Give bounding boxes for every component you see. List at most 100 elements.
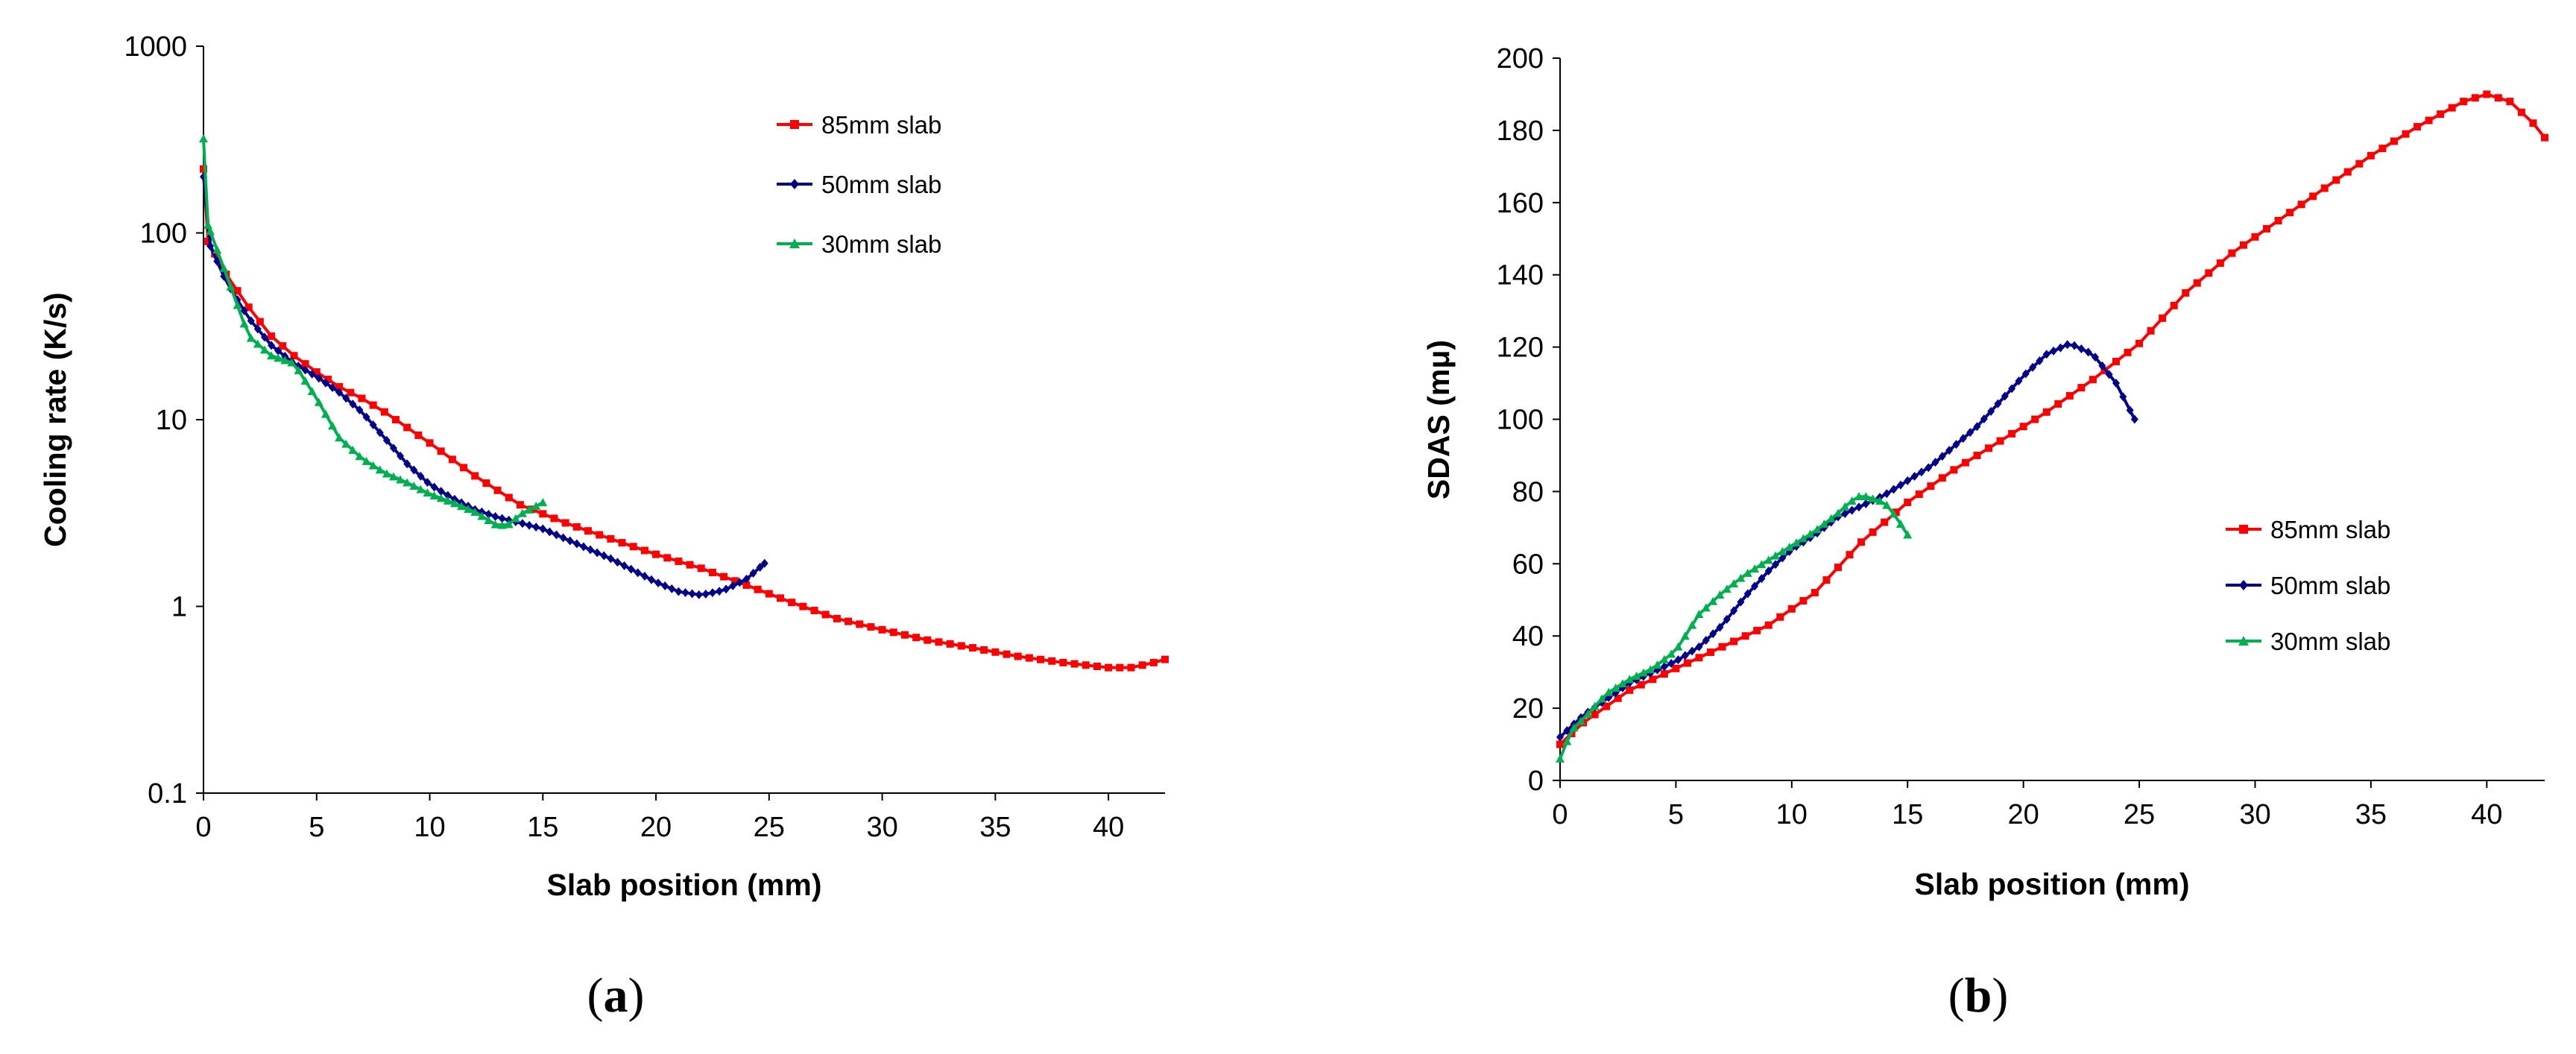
chart-b-point-85mm-slab — [2506, 98, 2514, 106]
chart-b-point-85mm-slab — [2031, 415, 2039, 423]
chart-a-point-85mm-slab — [900, 631, 909, 639]
chart-a-point-85mm-slab — [629, 543, 637, 551]
chart-b-x-tick-label: 30 — [2239, 799, 2270, 830]
chart-b-point-30mm-slab — [1743, 568, 1752, 577]
chart-a-point-50mm-slab — [760, 558, 768, 568]
chart-b-point-85mm-slab — [2065, 392, 2074, 400]
chart-a-point-85mm-slab — [290, 352, 298, 360]
chart-b-point-30mm-slab — [1882, 500, 1892, 509]
chart-a-point-50mm-slab — [417, 471, 425, 481]
chart-b-point-30mm-slab — [1729, 578, 1739, 587]
chart-b-point-85mm-slab — [1938, 474, 1946, 482]
chart-b-point-85mm-slab — [2425, 116, 2433, 124]
chart-a-point-50mm-slab — [382, 435, 391, 445]
chart-a-point-30mm-slab — [259, 345, 269, 354]
chart-a-legend-item-50mm: 50mm slab — [777, 171, 941, 198]
chart-a-point-50mm-slab — [369, 420, 377, 429]
chart-b-point-50mm-slab — [1854, 502, 1863, 512]
chart-b-point-85mm-slab — [1787, 605, 1796, 613]
chart-a-x-tick-label: 5 — [309, 812, 324, 843]
chart-a-point-50mm-slab — [668, 584, 676, 593]
chart-b-point-85mm-slab — [1695, 654, 1703, 662]
chart-b-point-85mm-slab — [1904, 498, 1912, 506]
chart-b-point-85mm-slab — [2054, 400, 2062, 408]
chart-b-point-85mm-slab — [2332, 176, 2340, 184]
chart-b-point-50mm-slab — [2036, 356, 2044, 366]
chart-a-point-30mm-slab — [226, 282, 236, 291]
chart-b-point-50mm-slab — [1938, 452, 1946, 461]
chart-a-point-85mm-slab — [607, 534, 615, 543]
chart-b-point-85mm-slab — [1811, 589, 1819, 597]
chart-a-point-50mm-slab — [640, 572, 648, 581]
chart-b-point-85mm-slab — [1973, 451, 1981, 459]
chart-b-point-50mm-slab — [2077, 344, 2086, 354]
chart-a-point-30mm-slab — [464, 505, 473, 514]
chart-b-point-30mm-slab — [1861, 492, 1871, 501]
chart-b-x-tick-label: 5 — [1668, 799, 1684, 830]
chart-b-point-30mm-slab — [1895, 520, 1905, 528]
chart-a-point-30mm-slab — [199, 133, 208, 142]
chart-b-point-30mm-slab — [1840, 502, 1850, 511]
chart-b-point-50mm-slab — [1667, 659, 1676, 669]
chart-a-point-50mm-slab — [593, 548, 602, 558]
chart-a-point-30mm-slab — [429, 490, 439, 499]
chart-a-point-30mm-slab — [348, 445, 358, 454]
chart-a-point-85mm-slab — [878, 625, 886, 634]
chart-a-point-50mm-slab — [430, 482, 438, 492]
chart-b-point-50mm-slab — [2021, 369, 2030, 379]
chart-a-point-85mm-slab — [1161, 655, 1169, 663]
chart-b-point-50mm-slab — [1778, 553, 1787, 563]
chart-b-point-50mm-slab — [1730, 606, 1738, 616]
chart-b-point-30mm-slab — [1715, 590, 1725, 599]
chart-a-point-85mm-slab — [279, 342, 287, 350]
chart-b-point-85mm-slab — [2019, 423, 2027, 431]
chart-b-point-30mm-slab — [1562, 736, 1572, 745]
chart-a-point-85mm-slab — [1116, 663, 1124, 672]
chart-b-point-50mm-slab — [2015, 376, 2023, 386]
chart-b-point-85mm-slab — [1857, 538, 1866, 546]
chart-a-x-tick-label: 30 — [866, 812, 897, 843]
chart-b-point-30mm-slab — [1813, 525, 1822, 534]
chart-b-legend-item-85mm: 85mm slab — [2226, 516, 2390, 543]
chart-b-point-50mm-slab — [2050, 346, 2058, 356]
chart-b-point-85mm-slab — [2239, 241, 2247, 249]
chart-a-point-85mm-slab — [618, 539, 626, 547]
chart-b-legend-marker-50mm — [2239, 580, 2248, 590]
chart-b-point-30mm-slab — [1868, 494, 1878, 503]
chart-a-point-50mm-slab — [260, 332, 268, 342]
chart-a-point-50mm-slab — [552, 530, 561, 540]
chart-a-point-50mm-slab — [749, 568, 757, 578]
chart-b-point-50mm-slab — [1716, 622, 1724, 632]
chart-b-point-30mm-slab — [1625, 675, 1635, 684]
chart-b-point-50mm-slab — [2126, 405, 2134, 415]
chart-b-sdas: 0 5 10 15 20 25 30 35 40 0 20 40 60 80 100 120 140 160 18… — [1421, 43, 2548, 1023]
chart-a-point-85mm-slab — [403, 423, 411, 432]
chart-b-point-30mm-slab — [1889, 509, 1898, 518]
chart-b-point-85mm-slab — [1637, 681, 1645, 689]
chart-a-point-85mm-slab — [833, 614, 841, 622]
chart-a-point-85mm-slab — [856, 620, 864, 628]
chart-a-point-50mm-slab — [206, 242, 215, 251]
chart-b-point-85mm-slab — [1741, 632, 1749, 640]
chart-a-point-30mm-slab — [233, 300, 242, 309]
chart-b-y-axis-title: SDAS (mμ) — [1421, 340, 1456, 499]
chart-b-point-85mm-slab — [1950, 466, 1958, 474]
chart-b-y-tick-label: 200 — [1497, 43, 1544, 75]
chart-a-point-50mm-slab — [600, 551, 608, 561]
chart-b-point-85mm-slab — [1649, 675, 1657, 684]
chart-a-point-50mm-slab — [498, 514, 506, 523]
chart-a-point-50mm-slab — [443, 490, 452, 500]
chart-a-point-50mm-slab — [403, 459, 411, 469]
chart-a-legend-item-30mm: 30mm slab — [777, 230, 941, 258]
chart-b-point-85mm-slab — [2320, 184, 2329, 192]
chart-b-point-85mm-slab — [2460, 98, 2468, 106]
chart-a-point-85mm-slab — [550, 514, 558, 523]
chart-b-point-85mm-slab — [2193, 279, 2201, 287]
chart-a-point-85mm-slab — [1003, 650, 1011, 658]
chart-a-y-tick-label: 10 — [156, 405, 187, 436]
chart-b-point-85mm-slab — [2228, 249, 2236, 257]
chart-a-series-85mm-slab — [200, 165, 1169, 672]
chart-a-point-85mm-slab — [991, 648, 1000, 656]
chart-a-point-85mm-slab — [754, 585, 762, 593]
chart-b-point-30mm-slab — [1819, 520, 1829, 528]
